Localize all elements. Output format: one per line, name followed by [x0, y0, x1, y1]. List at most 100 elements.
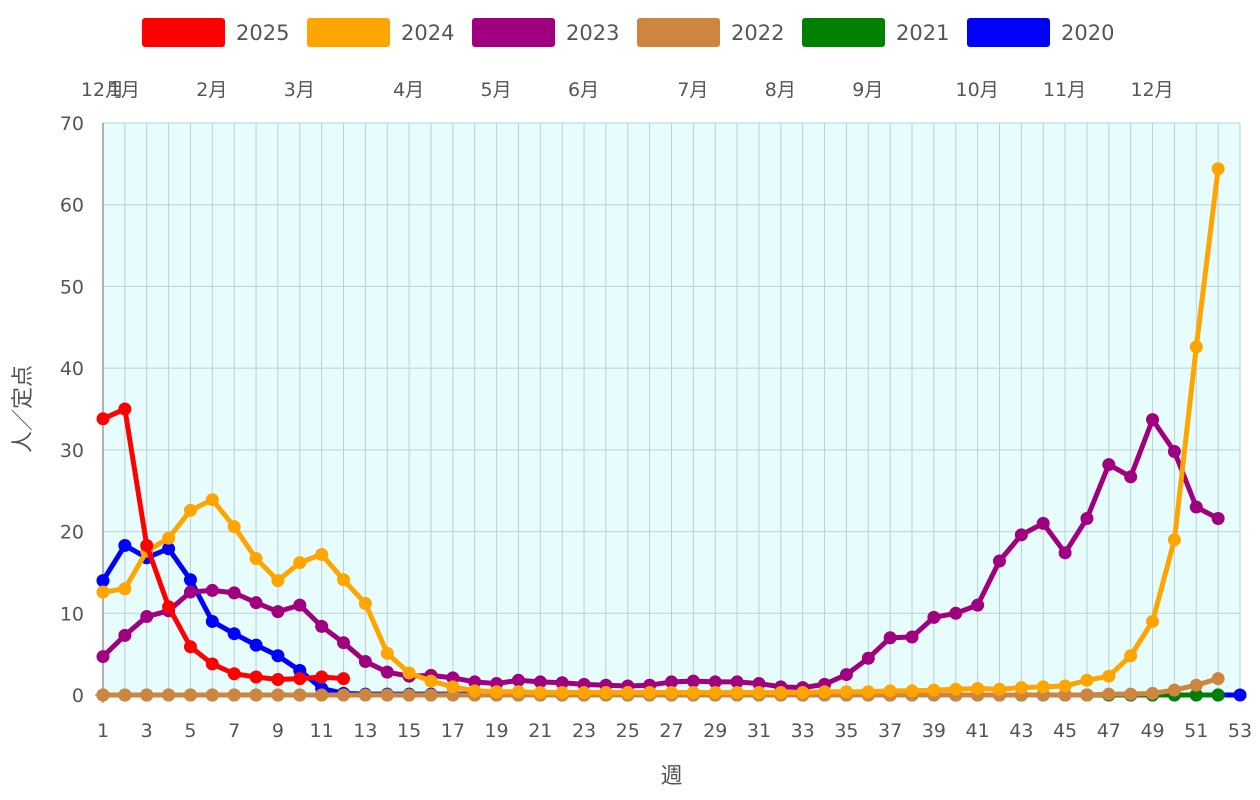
data-point[interactable] — [511, 673, 525, 687]
data-point[interactable] — [1189, 340, 1203, 354]
data-point[interactable] — [205, 688, 219, 702]
data-point[interactable] — [293, 672, 307, 686]
data-point[interactable] — [227, 520, 241, 534]
data-point[interactable] — [971, 681, 985, 695]
data-point[interactable] — [162, 688, 176, 702]
data-point[interactable] — [949, 682, 963, 696]
data-point[interactable] — [162, 600, 176, 614]
data-point[interactable] — [861, 685, 875, 699]
data-point[interactable] — [249, 688, 263, 702]
data-point[interactable] — [992, 682, 1006, 696]
data-point[interactable] — [205, 614, 219, 628]
data-point[interactable] — [1124, 687, 1138, 701]
data-point[interactable] — [271, 574, 285, 588]
data-point[interactable] — [665, 675, 678, 689]
data-point[interactable] — [96, 688, 110, 702]
data-point[interactable] — [227, 627, 241, 641]
data-point[interactable] — [402, 666, 416, 680]
data-point[interactable] — [118, 628, 132, 642]
data-point[interactable] — [1124, 649, 1138, 663]
data-point[interactable] — [839, 668, 853, 682]
data-point[interactable] — [927, 683, 941, 697]
legend-item-2024[interactable]: 2024 — [307, 18, 454, 47]
data-point[interactable] — [183, 573, 197, 587]
data-point[interactable] — [1058, 546, 1072, 560]
data-point[interactable] — [599, 686, 613, 700]
data-point[interactable] — [730, 675, 744, 689]
data-point[interactable] — [140, 610, 154, 624]
data-point[interactable] — [1146, 614, 1160, 628]
data-point[interactable] — [315, 688, 329, 702]
data-point[interactable] — [1036, 516, 1050, 530]
data-point[interactable] — [446, 680, 460, 694]
data-point[interactable] — [927, 610, 941, 624]
data-point[interactable] — [1058, 679, 1072, 693]
data-point[interactable] — [315, 547, 329, 561]
data-point[interactable] — [183, 503, 197, 517]
data-point[interactable] — [162, 542, 176, 556]
data-point[interactable] — [227, 688, 241, 702]
data-point[interactable] — [686, 674, 700, 688]
data-point[interactable] — [511, 685, 525, 699]
data-point[interactable] — [446, 671, 460, 685]
data-point[interactable] — [555, 686, 569, 700]
data-point[interactable] — [337, 636, 351, 650]
data-point[interactable] — [205, 583, 219, 597]
data-point[interactable] — [358, 655, 372, 668]
data-point[interactable] — [861, 651, 875, 665]
data-point[interactable] — [183, 640, 197, 654]
data-point[interactable] — [1211, 672, 1225, 686]
data-point[interactable] — [140, 538, 154, 552]
data-point[interactable] — [643, 686, 657, 700]
data-point[interactable] — [205, 657, 219, 671]
data-point[interactable] — [468, 675, 482, 689]
data-point[interactable] — [1080, 512, 1094, 525]
data-point[interactable] — [96, 585, 110, 599]
data-point[interactable] — [249, 670, 263, 684]
data-point[interactable] — [315, 619, 329, 633]
data-point[interactable] — [380, 646, 394, 660]
data-point[interactable] — [905, 630, 919, 644]
data-point[interactable] — [1102, 687, 1116, 701]
data-point[interactable] — [183, 585, 197, 599]
data-point[interactable] — [883, 684, 897, 698]
data-point[interactable] — [118, 688, 132, 702]
data-point[interactable] — [1167, 444, 1181, 458]
data-point[interactable] — [1189, 500, 1203, 514]
data-point[interactable] — [1189, 688, 1203, 702]
data-point[interactable] — [708, 675, 722, 689]
data-point[interactable] — [118, 582, 132, 596]
data-point[interactable] — [337, 573, 351, 587]
data-point[interactable] — [665, 686, 678, 700]
data-point[interactable] — [271, 688, 285, 702]
data-point[interactable] — [1167, 683, 1181, 697]
data-point[interactable] — [490, 685, 504, 699]
data-point[interactable] — [380, 665, 394, 679]
data-point[interactable] — [358, 688, 372, 702]
data-point[interactable] — [227, 667, 241, 681]
legend-item-2021[interactable]: 2021 — [802, 18, 949, 47]
data-point[interactable] — [293, 688, 307, 702]
data-point[interactable] — [96, 412, 110, 426]
data-point[interactable] — [358, 596, 372, 610]
data-point[interactable] — [1233, 688, 1247, 702]
data-point[interactable] — [752, 677, 766, 691]
data-point[interactable] — [708, 686, 722, 700]
data-point[interactable] — [380, 688, 394, 702]
data-point[interactable] — [1211, 688, 1225, 702]
data-point[interactable] — [337, 688, 351, 702]
data-point[interactable] — [118, 538, 132, 552]
data-point[interactable] — [555, 676, 569, 690]
data-point[interactable] — [183, 688, 197, 702]
data-point[interactable] — [1124, 470, 1138, 484]
data-point[interactable] — [883, 631, 897, 645]
data-point[interactable] — [818, 685, 832, 699]
data-point[interactable] — [905, 684, 919, 698]
data-point[interactable] — [839, 685, 853, 699]
data-point[interactable] — [96, 650, 110, 664]
data-point[interactable] — [293, 556, 307, 570]
data-point[interactable] — [577, 686, 591, 700]
data-point[interactable] — [1058, 688, 1072, 702]
data-point[interactable] — [752, 686, 766, 700]
data-point[interactable] — [1080, 673, 1094, 687]
